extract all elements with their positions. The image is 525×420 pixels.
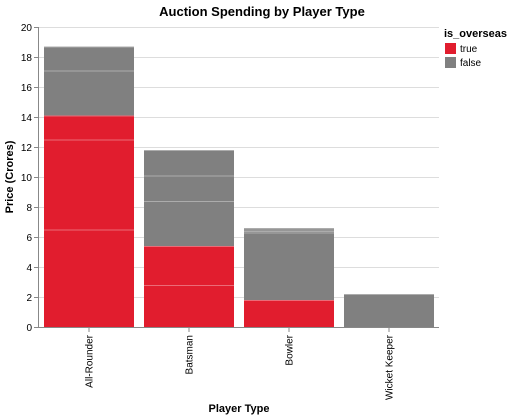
bar-false (144, 175, 234, 201)
legend-title: is_overseas (444, 28, 507, 40)
bar-false (244, 231, 334, 233)
bar-false (244, 232, 334, 300)
y-tick-label: 8 (26, 203, 32, 214)
legend-swatch-true (445, 43, 456, 54)
y-tick-label: 14 (21, 113, 33, 124)
y-tick-label: 10 (21, 173, 33, 184)
x-tick-label: Bowler (285, 334, 296, 365)
bar-false (344, 294, 434, 327)
y-tick-label: 4 (26, 263, 32, 274)
y-tick-label: 20 (21, 23, 33, 34)
x-axis-title: Player Type (209, 403, 270, 415)
y-tick-label: 0 (26, 323, 32, 334)
legend-label-false: false (460, 58, 482, 69)
bar-true (144, 246, 234, 285)
legend-swatch-false (445, 57, 456, 68)
bar-false (244, 228, 334, 230)
bar-true (144, 285, 234, 327)
y-axis-title: Price (Crores) (4, 140, 16, 213)
y-tick-label: 16 (21, 83, 33, 94)
chart-title: Auction Spending by Player Type (159, 4, 365, 19)
bar-true (44, 229, 134, 327)
bar-false (244, 229, 334, 231)
y-tick-label: 18 (21, 53, 33, 64)
bar-true (244, 300, 334, 327)
bar-false (44, 70, 134, 116)
bars-layer (44, 46, 434, 327)
x-tick-label: Batsman (185, 335, 196, 374)
x-tick-label: All-Rounder (85, 334, 96, 387)
x-tick-label: Wicket Keeper (385, 334, 396, 400)
bar-false (144, 150, 234, 176)
bar-false (144, 201, 234, 246)
axis-layer: 0 2 4 6 8 10 12 14 16 18 20 All-Rounder Batsman Bowle… (21, 23, 439, 400)
bar-true (44, 115, 134, 140)
legend-items: true false (445, 43, 482, 69)
legend-label-true: true (460, 44, 478, 55)
y-tick-label: 12 (21, 143, 33, 154)
legend: is_overseas true false (444, 28, 507, 69)
y-tick-label: 6 (26, 233, 32, 244)
bar-true (44, 139, 134, 230)
y-tick-label: 2 (26, 293, 32, 304)
bar-false (44, 46, 134, 71)
